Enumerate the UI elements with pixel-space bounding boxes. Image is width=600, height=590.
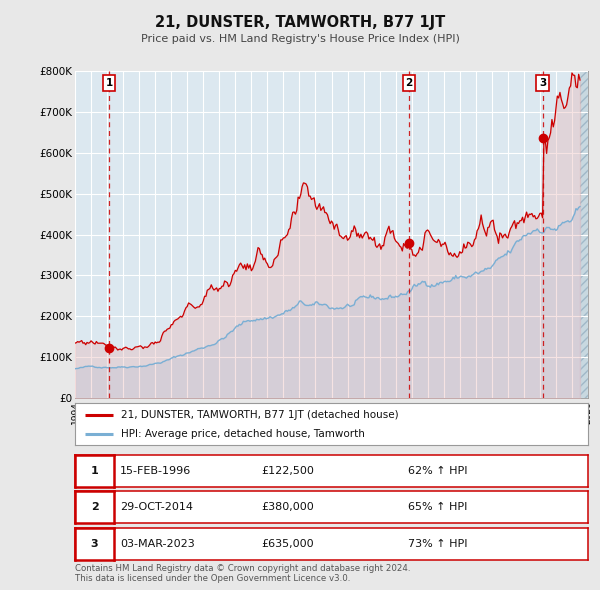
Text: Price paid vs. HM Land Registry's House Price Index (HPI): Price paid vs. HM Land Registry's House … — [140, 34, 460, 44]
Bar — [0, 71, 75, 398]
Text: £122,500: £122,500 — [261, 466, 314, 476]
Text: £380,000: £380,000 — [261, 503, 314, 512]
Text: 1: 1 — [91, 466, 98, 476]
Text: 29-OCT-2014: 29-OCT-2014 — [120, 503, 193, 512]
Text: £635,000: £635,000 — [261, 539, 314, 549]
Text: HPI: Average price, detached house, Tamworth: HPI: Average price, detached house, Tamw… — [121, 428, 365, 438]
Text: 3: 3 — [539, 78, 546, 88]
Text: 03-MAR-2023: 03-MAR-2023 — [120, 539, 195, 549]
Text: 2: 2 — [406, 78, 413, 88]
Text: 65% ↑ HPI: 65% ↑ HPI — [408, 503, 467, 512]
Text: 2: 2 — [91, 503, 98, 512]
Text: 3: 3 — [91, 539, 98, 549]
Text: 21, DUNSTER, TAMWORTH, B77 1JT (detached house): 21, DUNSTER, TAMWORTH, B77 1JT (detached… — [121, 410, 399, 420]
Text: Contains HM Land Registry data © Crown copyright and database right 2024.
This d: Contains HM Land Registry data © Crown c… — [75, 564, 410, 584]
Text: 1: 1 — [106, 78, 113, 88]
Text: 15-FEB-1996: 15-FEB-1996 — [120, 466, 191, 476]
Bar — [580, 71, 600, 398]
Text: 73% ↑ HPI: 73% ↑ HPI — [408, 539, 467, 549]
Text: 62% ↑ HPI: 62% ↑ HPI — [408, 466, 467, 476]
Text: 21, DUNSTER, TAMWORTH, B77 1JT: 21, DUNSTER, TAMWORTH, B77 1JT — [155, 15, 445, 30]
